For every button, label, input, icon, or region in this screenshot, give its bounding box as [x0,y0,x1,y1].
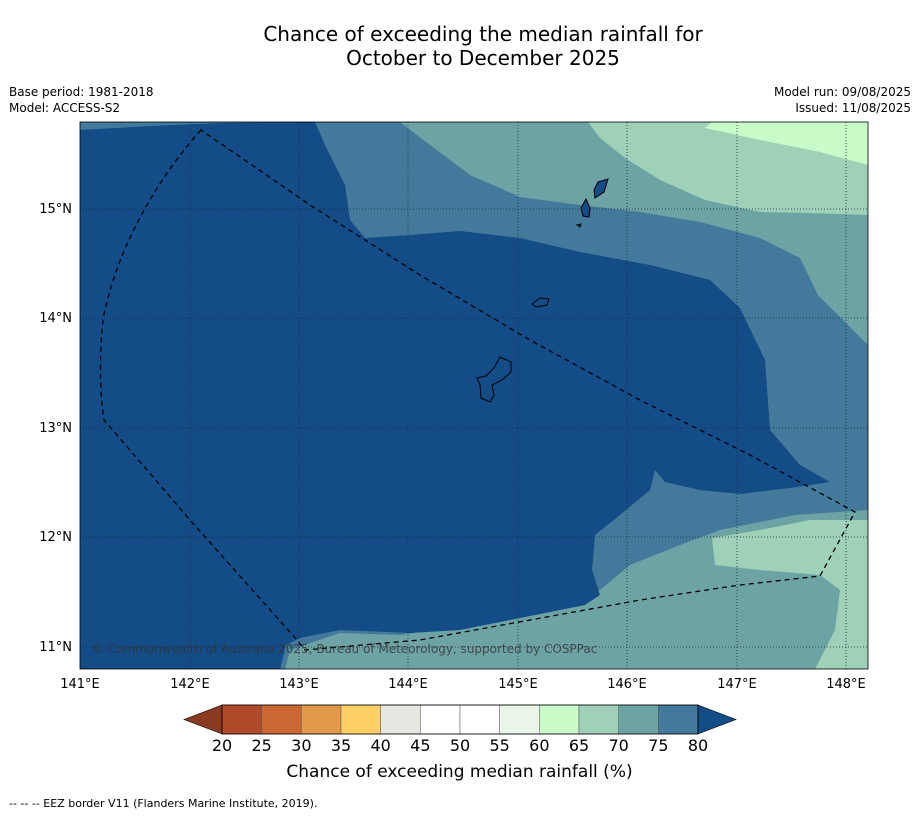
title-line-2: October to December 2025 [346,46,620,70]
model-run: Model run: 09/08/2025 [773,85,911,99]
colorbar-tick-label: 75 [648,736,668,755]
colorbar-tick-label: 45 [410,736,430,755]
colorbar-over-triangle [697,704,737,735]
lon-tick: 144°E [388,677,428,692]
colorbar-segment [380,704,421,735]
colorbar-frame [221,704,699,735]
island-saipan [593,178,609,199]
colorbar-tick-label: 60 [529,736,549,755]
island-tinian [580,197,591,218]
island-aguijan [575,223,582,228]
lat-tick: 11°N [39,640,72,655]
eez-border-line [99,129,856,651]
title-line-1: Chance of exceeding the median rainfall … [263,22,703,46]
lon-tick: 143°E [279,677,319,692]
colorbar-tick-label: 70 [608,736,628,755]
base-period: Base period: 1981-2018 [9,85,154,99]
eez-footnote: -- -- -- EEZ border V11 (Flanders Marine… [9,797,318,810]
lat-tick: 12°N [39,530,72,545]
islands [476,178,609,403]
meta-left: Base period: 1981-2018 Model: ACCESS-S2 [9,84,154,116]
lon-tick: 145°E [498,677,538,692]
colorbar-tick-label: 25 [251,736,271,755]
colorbar-tick-label: 35 [331,736,351,755]
lon-tick: 141°E [60,677,100,692]
colorbar-tick-label: 20 [212,736,232,755]
colorbar-segment [578,704,619,735]
lon-tick: 142°E [170,677,210,692]
contour-80-main [80,122,830,669]
issued-date: Issued: 11/08/2025 [795,101,911,115]
map-title: Chance of exceeding the median rainfall … [0,22,919,70]
colorbar-segment [261,704,302,735]
copyright-text: © Commonwealth of Australia 2025, Bureau… [92,642,597,656]
colorbar-tick-label: 55 [489,736,509,755]
contour-65-70-south [712,520,868,669]
colorbar-segment [618,704,659,735]
colorbar-label: Chance of exceeding median rainfall (%) [286,762,633,782]
rainfall-contours [80,122,868,669]
colorbar-segment [459,704,500,735]
colorbar-tick-label: 40 [370,736,390,755]
colorbar-segment [221,704,262,735]
map-frame [79,121,869,670]
lon-tick: 146°E [607,677,647,692]
island-guam [476,356,512,403]
colorbar-ticks: 20 25 30 35 40 45 50 55 60 65 70 75 80 [212,736,708,755]
island-rota [531,297,550,308]
latitude-ticks: 15°N 14°N 13°N 12°N 11°N [39,202,72,655]
colorbar-tick-label: 30 [291,736,311,755]
colorbar-tick-label: 80 [688,736,708,755]
lat-tick: 14°N [39,311,72,326]
colorbar-segment [658,704,699,735]
colorbar-segment [301,704,342,735]
colorbar-tick-label: 65 [569,736,589,755]
model-name: Model: ACCESS-S2 [9,101,121,115]
lat-tick: 15°N [39,202,72,217]
colorbar-segment [420,704,461,735]
contour-60-65 [705,122,868,165]
lat-tick: 13°N [39,421,72,436]
colorbar-under-triangle [183,704,223,735]
longitude-ticks: 141°E 142°E 143°E 144°E 145°E 146°E 147°… [60,677,866,692]
gridlines [80,122,868,669]
colorbar-segment [499,704,540,735]
lon-tick: 147°E [717,677,757,692]
lon-tick: 148°E [826,677,866,692]
colorbar-segment [340,704,381,735]
colorbar-segment [539,704,580,735]
colorbar [183,704,737,735]
meta-right: Model run: 09/08/2025 Issued: 11/08/2025 [774,84,911,116]
colorbar-tick-label: 50 [450,736,470,755]
